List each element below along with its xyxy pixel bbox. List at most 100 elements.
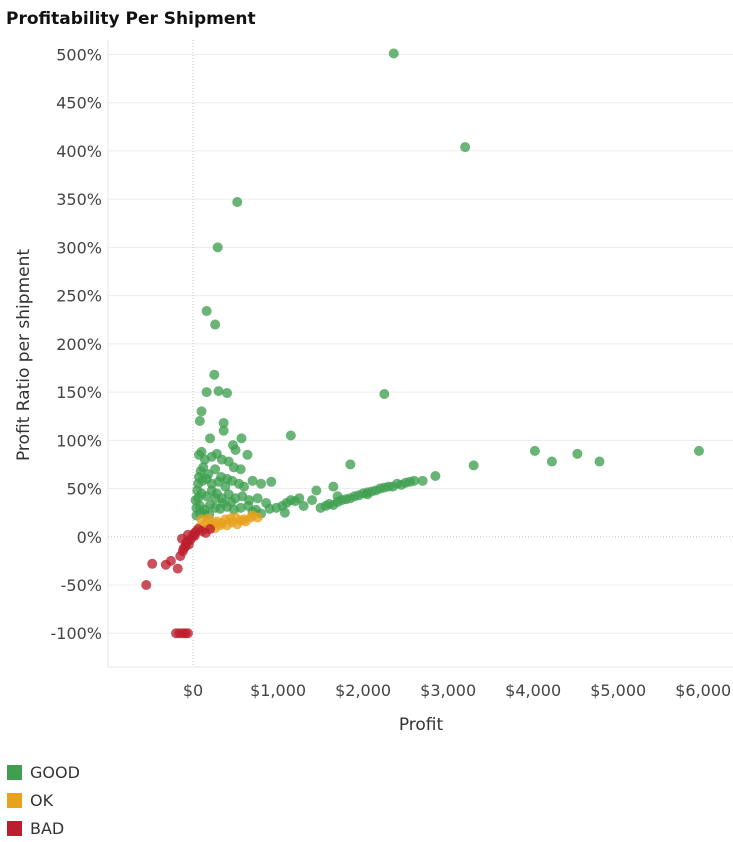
data-point-good[interactable] <box>266 476 277 487</box>
data-point-good[interactable] <box>210 319 221 330</box>
data-point-good[interactable] <box>379 389 390 400</box>
legend-label: BAD <box>30 818 65 838</box>
data-point-good[interactable] <box>404 476 415 487</box>
data-point-bad[interactable] <box>182 628 193 639</box>
x-tick-label: $0 <box>183 681 203 700</box>
data-point-good[interactable] <box>196 406 207 417</box>
x-tick-label: $6,000 <box>675 681 731 700</box>
y-axis-ticks: 500% 450% 400% 350% 300% 250% 200% 150% 100% 50% 0… <box>50 45 102 643</box>
data-point-good[interactable] <box>201 306 212 317</box>
data-point-good[interactable] <box>236 433 247 444</box>
data-point-good[interactable] <box>218 417 229 428</box>
legend-label: GOOD <box>30 762 80 782</box>
data-point-good[interactable] <box>242 449 253 460</box>
data-point-good[interactable] <box>210 493 221 504</box>
data-point-ok[interactable] <box>240 516 251 527</box>
y-tick-label: 300% <box>56 238 102 257</box>
data-point-ok[interactable] <box>247 510 258 521</box>
y-tick-label: 100% <box>56 431 102 450</box>
zero-lines <box>108 40 733 667</box>
data-points <box>141 48 704 639</box>
data-point-good[interactable] <box>201 387 212 398</box>
data-point-bad[interactable] <box>172 563 183 574</box>
y-tick-label: 0% <box>77 528 102 547</box>
data-point-good[interactable] <box>430 471 441 482</box>
data-point-good[interactable] <box>243 500 254 511</box>
y-tick-label: 350% <box>56 190 102 209</box>
legend-item-good[interactable]: GOOD <box>7 758 80 786</box>
legend-swatch <box>7 820 22 836</box>
data-point-bad[interactable] <box>147 558 158 569</box>
data-point-good[interactable] <box>192 485 203 496</box>
data-point-good[interactable] <box>279 507 290 518</box>
data-point-good[interactable] <box>222 388 233 399</box>
data-point-good[interactable] <box>213 386 224 397</box>
y-tick-label: 500% <box>56 45 102 64</box>
data-point-bad[interactable] <box>141 580 152 591</box>
data-point-good[interactable] <box>218 425 229 436</box>
data-point-good[interactable] <box>546 456 557 467</box>
y-axis-title: Profit Ratio per shipment <box>14 249 34 461</box>
data-point-bad[interactable] <box>189 530 200 541</box>
data-point-good[interactable] <box>294 493 305 504</box>
data-point-good[interactable] <box>239 481 250 492</box>
data-point-good[interactable] <box>194 416 205 427</box>
legend-swatch <box>7 792 22 808</box>
data-point-good[interactable] <box>220 481 231 492</box>
data-point-good[interactable] <box>193 471 204 482</box>
data-point-good[interactable] <box>190 495 201 506</box>
data-point-good[interactable] <box>572 448 583 459</box>
y-tick-label: 150% <box>56 383 102 402</box>
legend-item-bad[interactable]: BAD <box>7 814 80 842</box>
data-point-good[interactable] <box>362 489 373 500</box>
y-tick-label: -100% <box>50 624 102 643</box>
legend-label: OK <box>30 790 54 810</box>
legend-item-ok[interactable]: OK <box>7 786 80 814</box>
y-tick-label: 250% <box>56 287 102 306</box>
data-point-good[interactable] <box>328 481 339 492</box>
data-point-good[interactable] <box>256 478 267 489</box>
data-point-bad[interactable] <box>165 555 176 566</box>
data-point-good[interactable] <box>230 444 241 455</box>
data-point-good[interactable] <box>247 475 258 486</box>
data-point-good[interactable] <box>468 460 479 471</box>
data-point-good[interactable] <box>212 242 223 253</box>
legend: GOOD OK BAD <box>7 758 80 842</box>
data-point-good[interactable] <box>252 493 263 504</box>
data-point-good[interactable] <box>209 369 220 380</box>
y-tick-label: 400% <box>56 142 102 161</box>
x-tick-label: $5,000 <box>590 681 646 700</box>
data-point-ok[interactable] <box>203 513 214 524</box>
x-axis-ticks: $0 $1,000 $2,000 $3,000 $4,000 $5,000 $6,000 <box>183 681 731 700</box>
data-point-good[interactable] <box>529 445 540 456</box>
data-point-good[interactable] <box>235 502 246 513</box>
data-point-bad[interactable] <box>205 524 216 535</box>
data-point-good[interactable] <box>693 445 704 456</box>
data-point-good[interactable] <box>217 498 228 509</box>
data-point-good[interactable] <box>205 433 216 444</box>
data-point-good[interactable] <box>594 456 605 467</box>
data-point-good[interactable] <box>311 485 322 496</box>
data-point-good[interactable] <box>388 48 399 59</box>
data-point-good[interactable] <box>298 500 309 511</box>
data-point-good[interactable] <box>210 464 221 475</box>
data-point-good[interactable] <box>226 497 237 508</box>
data-point-good[interactable] <box>232 197 243 208</box>
data-point-good[interactable] <box>332 491 343 502</box>
y-tick-label: 200% <box>56 335 102 354</box>
x-tick-label: $2,000 <box>335 681 391 700</box>
x-tick-label: $1,000 <box>250 681 306 700</box>
data-point-good[interactable] <box>307 495 318 506</box>
scatter-plot: 500% 450% 400% 350% 300% 250% 200% 150% 100% 50% 0… <box>14 40 733 735</box>
data-point-good[interactable] <box>196 446 207 457</box>
data-point-good[interactable] <box>345 459 356 470</box>
x-tick-label: $4,000 <box>505 681 561 700</box>
data-point-good[interactable] <box>285 430 296 441</box>
chart-title: Profitability Per Shipment <box>6 9 256 29</box>
legend-swatch <box>7 764 22 780</box>
data-point-good[interactable] <box>460 142 471 153</box>
data-point-good[interactable] <box>379 482 390 493</box>
data-point-good[interactable] <box>235 464 246 475</box>
data-point-good[interactable] <box>417 475 428 486</box>
x-axis-title: Profit <box>399 715 444 735</box>
